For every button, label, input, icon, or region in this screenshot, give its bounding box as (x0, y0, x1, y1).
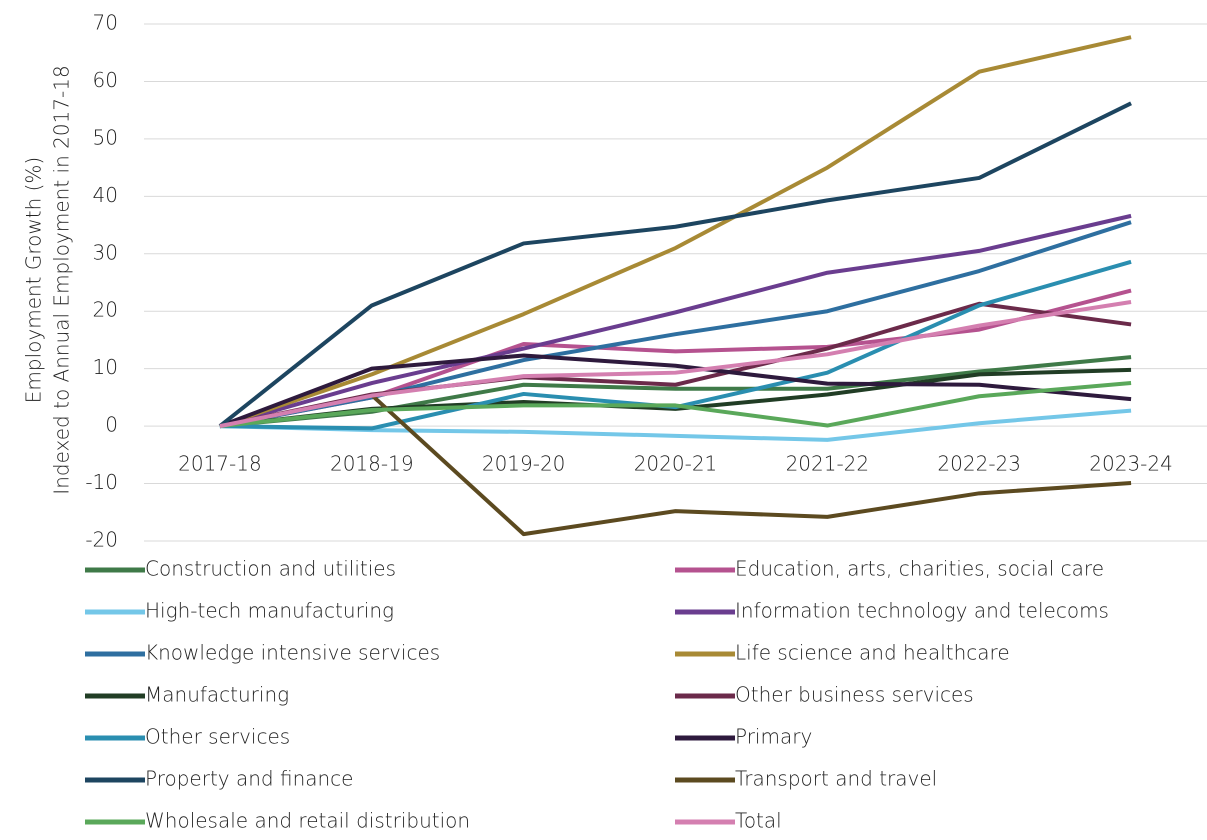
legend-label: High-tech manufacturing (145, 599, 394, 623)
x-tick-label: 2018-19 (330, 452, 414, 476)
y-tick-label: 10 (93, 355, 118, 379)
y-tick-label: 70 (93, 11, 118, 35)
x-tick-label: 2019-20 (482, 452, 566, 476)
series-line (219, 259, 1132, 431)
legend-label: Construction and utilities (145, 557, 396, 581)
legend-label: Wholesale and retail distribution (145, 809, 470, 833)
y-tick-label: 60 (93, 68, 118, 92)
y-axis-title: Indexed to Annual Employment in 2017-18 (50, 65, 74, 494)
x-tick-label: 2022-23 (937, 452, 1021, 476)
legend-label: Total (735, 809, 782, 833)
y-tick-label: -10 (85, 470, 118, 494)
y-tick-label: 0 (105, 413, 118, 437)
series-line (219, 353, 1132, 428)
y-tick-label: 20 (93, 298, 118, 322)
y-tick-label: -20 (85, 528, 118, 552)
series-line (219, 213, 1132, 429)
legend-label: Education, arts, charities, social care (735, 557, 1104, 581)
x-tick-label: 2021-22 (786, 452, 870, 476)
y-tick-label: 50 (93, 125, 118, 149)
legend-label: Knowledge intensive services (145, 641, 440, 665)
legend-label: Manufacturing (145, 683, 289, 707)
legend-label: Life science and healthcare (735, 641, 1010, 665)
x-tick-label: 2023-24 (1089, 452, 1173, 476)
legend-label: Transport and travel (735, 767, 937, 791)
x-tick-label: 2017-18 (178, 452, 262, 476)
series-line (219, 381, 1132, 429)
series-line (219, 35, 1132, 429)
series-line (370, 393, 1132, 537)
legend-label: Property and finance (145, 767, 353, 791)
series-line (219, 300, 1132, 429)
legend-label: Other services (145, 725, 290, 749)
legend-label: Primary (735, 725, 812, 749)
series-line (218, 101, 1132, 428)
x-tick-label: 2020-21 (634, 452, 718, 476)
y-tick-label: 30 (93, 240, 118, 264)
legend-label: Information technology and telecoms (735, 599, 1109, 623)
y-tick-label: 40 (93, 183, 118, 207)
y-axis-title: Employment Growth (%) (22, 157, 46, 403)
legend-label: Other business services (735, 683, 974, 707)
